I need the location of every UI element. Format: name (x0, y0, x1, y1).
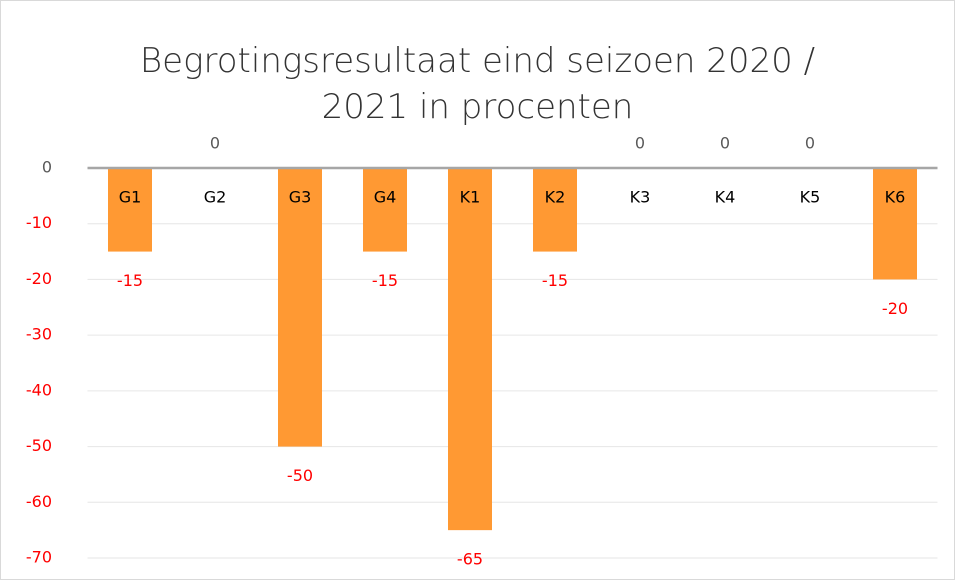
x-tick-label: K4 (715, 188, 736, 207)
value-label: 0 (210, 134, 220, 153)
value-label: -15 (542, 271, 568, 290)
x-tick-label: K2 (545, 188, 566, 207)
x-tick-label: G2 (204, 188, 227, 207)
y-tick-label: -60 (26, 492, 52, 511)
value-label: -20 (882, 299, 908, 318)
value-label: -15 (117, 271, 143, 290)
y-tick-label: -40 (26, 380, 52, 399)
x-tick-label: G4 (374, 188, 397, 207)
chart-title: Begrotingsresultaat eind seizoen 2020 / … (139, 41, 816, 127)
bar (108, 168, 152, 252)
y-tick-label: -70 (26, 548, 52, 567)
y-tick-label: -10 (26, 213, 52, 232)
value-label: 0 (635, 134, 645, 153)
y-tick-label: -30 (26, 325, 52, 344)
y-tick-label: 0 (42, 158, 52, 177)
y-tick-label: -50 (26, 436, 52, 455)
y-tick-label: -20 (26, 269, 52, 288)
value-label: -15 (372, 271, 398, 290)
x-tick-label: K1 (460, 188, 481, 207)
value-label: -50 (287, 466, 313, 485)
value-label: -65 (457, 550, 483, 569)
bar (448, 168, 492, 531)
x-tick-label: K5 (800, 188, 821, 207)
bar (363, 168, 407, 252)
bar (873, 168, 917, 280)
bar (278, 168, 322, 447)
value-label: 0 (720, 134, 730, 153)
value-label: 0 (805, 134, 815, 153)
x-tick-label: G1 (119, 188, 142, 207)
x-tick-label: K3 (630, 188, 651, 207)
x-tick-label: K6 (885, 188, 906, 207)
bar (533, 168, 577, 252)
x-tick-label: G3 (289, 188, 312, 207)
